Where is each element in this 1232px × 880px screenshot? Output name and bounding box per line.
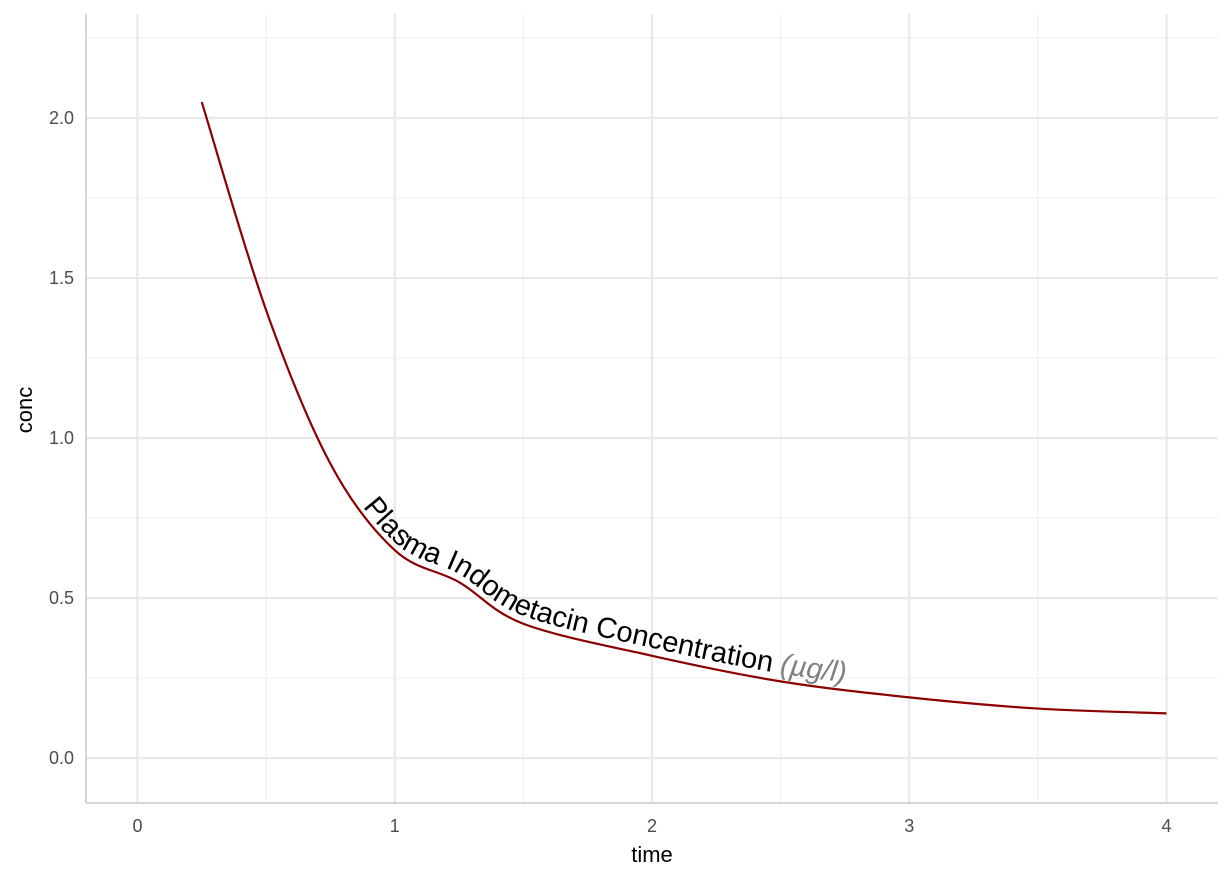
y-tick-label: 2.0 <box>49 108 74 128</box>
label-path <box>202 94 1167 705</box>
y-tick-label: 0.0 <box>49 748 74 768</box>
line <box>200 101 1167 715</box>
curve-label: Plasma Indometacin Concentration(µg/l) <box>357 491 848 689</box>
x-tick-label: 4 <box>1162 816 1172 836</box>
y-tick-label: 1.5 <box>49 268 74 288</box>
x-tick-label: 0 <box>132 816 142 836</box>
label-text: Plasma Indometacin Concentration <box>357 491 776 679</box>
x-tick-label: 3 <box>904 816 914 836</box>
y-axis-title: conc <box>12 387 37 433</box>
x-axis-title: time <box>631 842 673 867</box>
y-tick-label: 1.0 <box>49 428 74 448</box>
curve-label-path: Plasma Indometacin Concentration(µg/l) <box>357 491 848 689</box>
x-tick-label: 2 <box>647 816 657 836</box>
x-tick-label: 1 <box>390 816 400 836</box>
y-tick-label: 0.5 <box>49 588 74 608</box>
